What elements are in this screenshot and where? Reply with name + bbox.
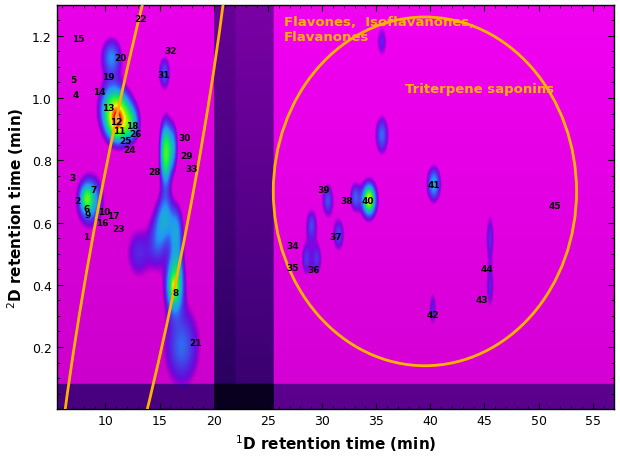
Text: 29: 29: [180, 152, 193, 161]
Text: 20: 20: [114, 54, 126, 63]
Text: 39: 39: [318, 186, 330, 195]
Text: 6: 6: [84, 205, 90, 213]
Text: 14: 14: [92, 88, 105, 97]
Text: 38: 38: [340, 196, 353, 205]
Text: 24: 24: [123, 146, 136, 155]
Text: 5: 5: [70, 76, 76, 84]
Text: 22: 22: [134, 15, 146, 24]
Text: 7: 7: [91, 186, 97, 195]
Text: 34: 34: [286, 242, 299, 251]
Text: 37: 37: [330, 233, 342, 241]
Text: 18: 18: [126, 122, 139, 131]
Text: 12: 12: [110, 118, 123, 127]
Text: 33: 33: [186, 164, 198, 173]
X-axis label: $^1$D retention time (min): $^1$D retention time (min): [235, 433, 436, 453]
Text: 4: 4: [73, 91, 79, 100]
Text: 9: 9: [85, 211, 91, 220]
Text: 30: 30: [179, 134, 191, 143]
Text: 32: 32: [164, 47, 177, 56]
Text: 16: 16: [96, 218, 108, 228]
Text: 40: 40: [361, 196, 374, 205]
Text: 26: 26: [130, 130, 142, 139]
Text: 19: 19: [102, 73, 115, 82]
Text: 10: 10: [98, 207, 110, 217]
Text: 3: 3: [70, 174, 76, 183]
Text: 31: 31: [157, 71, 170, 80]
Text: 21: 21: [189, 338, 202, 347]
Text: 2: 2: [74, 197, 81, 206]
Text: 44: 44: [480, 264, 493, 274]
Text: 42: 42: [426, 310, 439, 319]
Text: 1: 1: [83, 233, 89, 241]
Text: 45: 45: [549, 202, 561, 210]
Text: Triterpene saponins: Triterpene saponins: [404, 83, 554, 96]
Text: 11: 11: [113, 127, 126, 136]
Text: 28: 28: [148, 167, 161, 176]
Text: 8: 8: [173, 288, 179, 297]
Text: 43: 43: [476, 296, 489, 305]
Text: 41: 41: [427, 181, 440, 190]
Text: 15: 15: [72, 35, 84, 44]
Text: 25: 25: [120, 137, 132, 146]
Text: 17: 17: [107, 212, 119, 221]
Text: 36: 36: [307, 266, 319, 275]
Y-axis label: $^2$D retention time (min): $^2$D retention time (min): [6, 107, 26, 308]
Text: 35: 35: [286, 263, 299, 273]
Text: Flavones,  Isoflavanones,
Flavanones: Flavones, Isoflavanones, Flavanones: [284, 17, 474, 45]
Text: 13: 13: [102, 104, 115, 112]
Text: 23: 23: [112, 225, 125, 234]
